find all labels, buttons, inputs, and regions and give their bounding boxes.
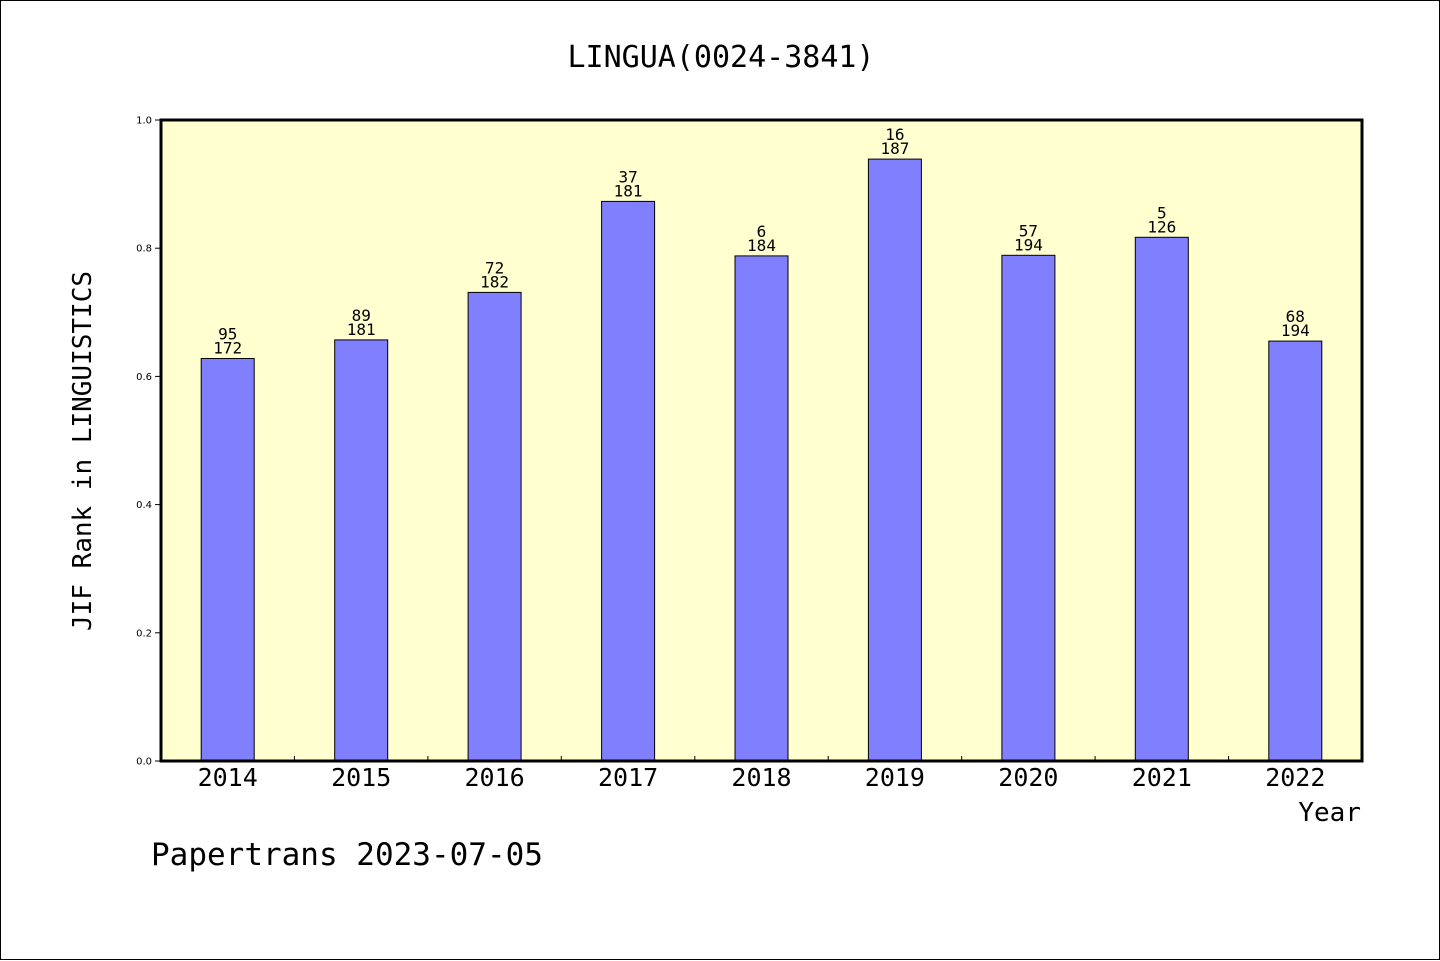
total-label-2016: 182 (480, 272, 509, 291)
rank-label-2015: 89 (352, 306, 371, 325)
rank-label-2020: 57 (1019, 221, 1038, 240)
bar-2020 (1001, 254, 1056, 762)
total-label-2020: 194 (1014, 235, 1043, 254)
rank-label-2017: 37 (618, 167, 637, 186)
y-tick-label: 0.6 (136, 372, 152, 383)
rank-label-2022: 68 (1286, 307, 1305, 326)
bar-2018 (734, 255, 789, 762)
bar-2017 (601, 200, 656, 762)
total-label-2019: 187 (880, 139, 909, 158)
x-tick-label-2017: 2017 (598, 763, 658, 792)
x-axis: 2014 2015 2016 2017 2018 2019 2020 2021 2022 (198, 756, 1325, 792)
chart-title: LINGUA(0024-3841) (567, 40, 874, 75)
y-tick-label: 0.8 (136, 244, 152, 255)
y-tick-label: 0.0 (136, 757, 152, 768)
total-label-2018: 184 (747, 236, 776, 255)
rank-label-2014: 95 (218, 325, 237, 344)
y-tick-label: 1.0 (136, 116, 152, 127)
x-tick-label-2018: 2018 (731, 763, 791, 792)
bar-2022 (1268, 340, 1323, 762)
bar-2014 (200, 358, 255, 762)
x-tick-label-2022: 2022 (1265, 763, 1325, 792)
data-labels: 9517289181721823718161841618757194512668… (213, 125, 1310, 357)
x-tick-label-2016: 2016 (464, 763, 524, 792)
x-axis-label: Year (1298, 798, 1361, 828)
bar-2019 (867, 158, 922, 762)
total-label-2021: 126 (1147, 217, 1176, 236)
rank-label-2021: 5 (1157, 203, 1167, 222)
plot-border (159, 118, 1364, 763)
rank-label-2016: 72 (485, 258, 504, 277)
total-label-2014: 172 (213, 339, 242, 358)
y-axis: 0.0 0.2 0.4 0.6 0.8 1.0 (136, 116, 161, 768)
total-label-2017: 181 (614, 181, 643, 200)
x-tick-label-2015: 2015 (331, 763, 391, 792)
y-tick-label: 0.4 (136, 500, 152, 511)
footer-credit: Papertrans 2023-07-05 (151, 837, 543, 873)
rank-label-2019: 16 (885, 125, 904, 144)
bar-2016 (467, 291, 522, 762)
x-tick-label-2014: 2014 (198, 763, 258, 792)
bar-2021 (1134, 236, 1189, 762)
x-tick-label-2020: 2020 (998, 763, 1058, 792)
y-axis-label: JIF Rank in LINGUISTICS (68, 271, 98, 631)
rank-label-2018: 6 (757, 222, 767, 241)
x-tick-label-2021: 2021 (1132, 763, 1192, 792)
total-label-2015: 181 (347, 320, 376, 339)
total-label-2022: 194 (1281, 321, 1310, 340)
y-tick-label: 0.2 (136, 628, 152, 639)
bars-layer (200, 158, 1323, 762)
bar-2015 (334, 339, 389, 762)
x-tick-label-2019: 2019 (865, 763, 925, 792)
